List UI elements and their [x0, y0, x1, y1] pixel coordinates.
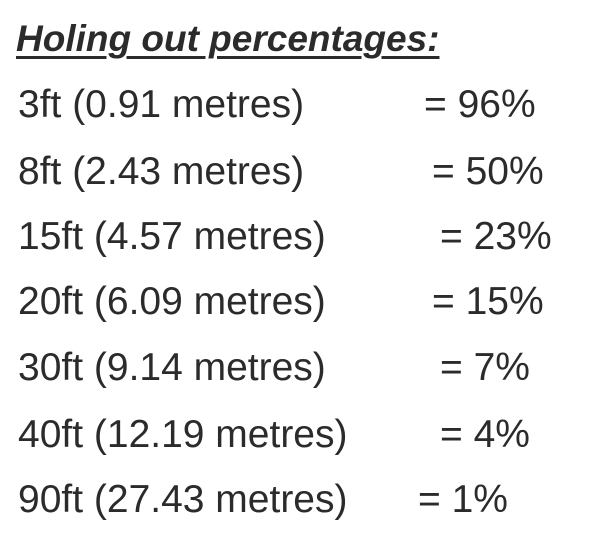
percentage: = 4%	[440, 413, 530, 456]
distance: 30ft (9.14 metres)	[18, 346, 326, 389]
distance: 40ft (12.19 metres)	[18, 413, 348, 456]
distance: 8ft (2.43 metres)	[18, 150, 305, 193]
percentage: = 50%	[432, 150, 544, 193]
title: Holing out percentages:	[16, 18, 440, 59]
distance: 15ft (4.57 metres)	[18, 215, 326, 258]
distance: 20ft (6.09 metres)	[18, 280, 326, 323]
distance: 90ft (27.43 metres)	[18, 478, 348, 521]
distance: 3ft (0.91 metres)	[18, 83, 305, 126]
percentage: = 1%	[418, 478, 508, 521]
percentage: = 15%	[432, 280, 544, 323]
percentage: = 96%	[424, 83, 536, 126]
percentage: = 23%	[440, 215, 552, 258]
percentage: = 7%	[440, 346, 530, 389]
